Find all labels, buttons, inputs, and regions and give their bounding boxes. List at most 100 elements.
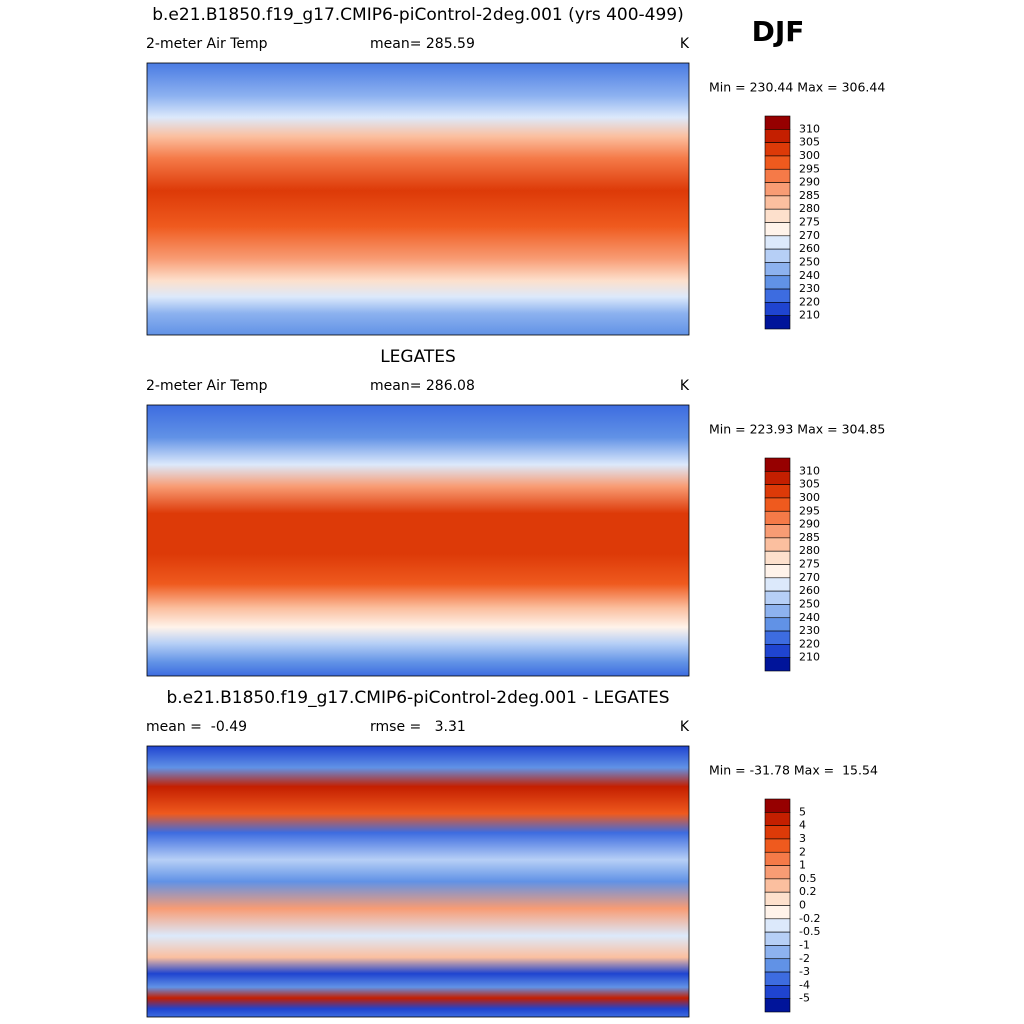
colorbar-box: [764, 484, 791, 499]
colorbar-label: 250: [799, 255, 820, 268]
colorbar-label: 270: [799, 229, 820, 242]
colorbar-box: [764, 550, 791, 565]
min-max-label: Min = 223.93 Max = 304.85: [709, 422, 885, 437]
colorbar-label: -2: [799, 952, 810, 965]
colorbar-box: [764, 208, 791, 223]
colorbar-box: [764, 537, 791, 552]
figure-title: b.e21.B1850.f19_g17.CMIP6-piControl-2deg…: [152, 5, 684, 25]
colorbar-label: 260: [799, 584, 820, 597]
colorbar-label: 290: [799, 518, 820, 531]
colorbar-label: 310: [799, 122, 820, 135]
colorbar-label: 305: [799, 478, 820, 491]
colorbar-label: 0: [799, 899, 806, 912]
colorbar-label: 1: [799, 859, 806, 872]
colorbar-box: [764, 524, 791, 539]
colorbar-label: 295: [799, 162, 820, 175]
colorbar-box: [764, 971, 791, 986]
colorbar-box: [764, 617, 791, 632]
colorbar-box: [764, 155, 791, 170]
panel-units: K: [680, 36, 690, 52]
colorbar-label: 290: [799, 176, 820, 189]
colorbar-box: [764, 958, 791, 973]
colorbar-label: 0.5: [799, 872, 817, 885]
colorbar-box: [764, 129, 791, 143]
panel-center-label: mean= 285.59: [370, 36, 475, 52]
colorbar-label: 280: [799, 202, 820, 215]
colorbar-box: [764, 288, 791, 303]
colorbar-label: -4: [799, 978, 810, 991]
season-label: DJF: [752, 15, 805, 48]
map-field: [146, 62, 690, 336]
colorbar-label: 250: [799, 597, 820, 610]
colorbar-box: [764, 812, 791, 826]
colorbar-label: 260: [799, 242, 820, 255]
map-field: [146, 404, 690, 677]
colorbar-box: [764, 497, 791, 512]
colorbar-box: [764, 931, 791, 946]
colorbar-box: [764, 302, 791, 316]
colorbar-box: [764, 222, 791, 237]
colorbar-box: [764, 644, 791, 658]
colorbar-label: 240: [799, 611, 820, 624]
colorbar-label: -0.2: [799, 912, 820, 925]
colorbar-label: 0.2: [799, 885, 817, 898]
colorbar-label: 210: [799, 309, 820, 322]
colorbar-label: 300: [799, 491, 820, 504]
colorbar-label: -1: [799, 938, 810, 951]
panel-left-label: mean = -0.49: [146, 719, 247, 735]
panel-title: b.e21.B1850.f19_g17.CMIP6-piControl-2deg…: [166, 688, 669, 708]
colorbar-label: 5: [799, 805, 806, 818]
colorbar-box: [764, 891, 791, 906]
colorbar-box: [764, 838, 791, 853]
colorbar-label: 305: [799, 136, 820, 149]
colorbar-label: 295: [799, 504, 820, 517]
colorbar-label: -0.5: [799, 925, 820, 938]
colorbar-box: [764, 142, 791, 157]
colorbar-label: 285: [799, 531, 820, 544]
min-max-label: Min = 230.44 Max = 306.44: [709, 80, 885, 95]
colorbar-box: [764, 510, 791, 525]
colorbar-box: [764, 235, 791, 250]
colorbar-label: -3: [799, 965, 810, 978]
colorbar-label: 240: [799, 269, 820, 282]
colorbar-box: [764, 918, 791, 933]
panel-left-label: 2-meter Air Temp: [146, 36, 268, 52]
colorbar-box: [764, 985, 791, 999]
colorbar-box: [764, 798, 791, 813]
panel-units: K: [680, 719, 690, 735]
colorbar-box: [764, 248, 791, 263]
colorbar-box: [764, 945, 791, 960]
colorbar-box: [764, 657, 791, 672]
colorbar-label: 220: [799, 637, 820, 650]
colorbar-box: [764, 998, 791, 1013]
colorbar-box: [764, 315, 791, 330]
colorbar-box: [764, 168, 791, 183]
colorbar-label: 2: [799, 845, 806, 858]
colorbar-label: -5: [799, 992, 810, 1005]
panel-left-label: 2-meter Air Temp: [146, 378, 268, 394]
colorbar-box: [764, 905, 791, 920]
colorbar-box: [764, 457, 791, 472]
colorbar-label: 285: [799, 189, 820, 202]
colorbar-box: [764, 115, 791, 130]
colorbar-label: 275: [799, 216, 820, 229]
colorbar-box: [764, 182, 791, 197]
colorbar-box: [764, 195, 791, 210]
min-max-label: Min = -31.78 Max = 15.54: [709, 763, 878, 778]
panel-title: LEGATES: [380, 347, 456, 367]
colorbar-box: [764, 577, 791, 592]
panel-units: K: [680, 378, 690, 394]
colorbar-label: 230: [799, 624, 820, 637]
map-field: [146, 745, 690, 1018]
colorbar-box: [764, 630, 791, 645]
colorbar-box: [764, 471, 791, 485]
colorbar-label: 210: [799, 651, 820, 664]
colorbar-box: [764, 604, 791, 619]
colorbar-label: 280: [799, 544, 820, 557]
panel-center-label: rmse = 3.31: [370, 719, 466, 735]
colorbar-label: 270: [799, 571, 820, 584]
colorbar-box: [764, 262, 791, 277]
colorbar-box: [764, 851, 791, 866]
panel-center-label: mean= 286.08: [370, 378, 475, 394]
